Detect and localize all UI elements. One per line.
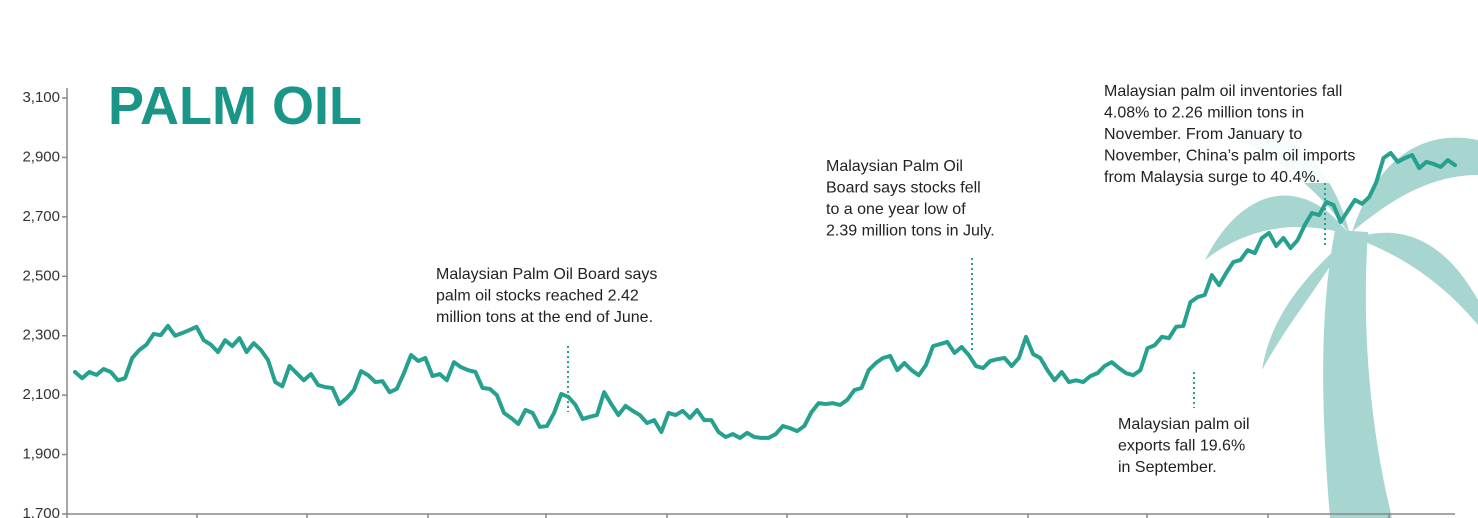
- leaf: [1262, 238, 1348, 370]
- y-tick-label: 2,100: [22, 386, 60, 403]
- y-tick-label: 1,700: [22, 505, 60, 518]
- annotation-text: million tons at the end of June.: [436, 309, 653, 326]
- annotation-text: palm oil stocks reached 2.42: [436, 288, 639, 305]
- x-ticks: [196, 514, 1390, 518]
- annotation-text: from Malaysia surge to 40.4%.: [1104, 169, 1320, 186]
- annotation-text: Board says stocks fell: [826, 180, 981, 197]
- annotation-text: Malaysian palm oil: [1118, 416, 1250, 433]
- y-tick-label: 2,500: [22, 267, 60, 284]
- y-tick-label: 2,700: [22, 208, 60, 225]
- annotation-text: Malaysian Palm Oil: [826, 158, 963, 175]
- leaf: [1355, 232, 1478, 325]
- annotation-text: exports fall 19.6%: [1118, 438, 1245, 455]
- y-tick-label: 2,900: [22, 148, 60, 165]
- annotation-text: November. From January to: [1104, 126, 1302, 143]
- annotation-box: [818, 150, 1063, 258]
- annotation-box: [1096, 75, 1348, 183]
- trunk: [1323, 230, 1392, 518]
- annotation-text: Malaysian Palm Oil Board says: [436, 266, 657, 283]
- y-tick-label: 1,900: [22, 446, 60, 463]
- data-line: [73, 150, 1457, 440]
- annotation-text: Malaysian palm oil inventories fall: [1104, 83, 1342, 100]
- annotation-text: 4.08% to 2.26 million tons in: [1104, 105, 1304, 122]
- y-tick-label: 2,300: [22, 327, 60, 344]
- annotation-text: to a one year low of: [826, 201, 966, 218]
- annotation-text: 2.39 million tons in July.: [826, 223, 995, 240]
- annotation-box: [1110, 408, 1302, 490]
- chart-title: PALM OIL: [108, 76, 362, 136]
- annotation-box: [428, 258, 742, 346]
- annotation-text: November, China’s palm oil imports: [1104, 148, 1355, 165]
- y-tick-label: 3,100: [22, 89, 60, 106]
- annotation-text: in September.: [1118, 459, 1217, 476]
